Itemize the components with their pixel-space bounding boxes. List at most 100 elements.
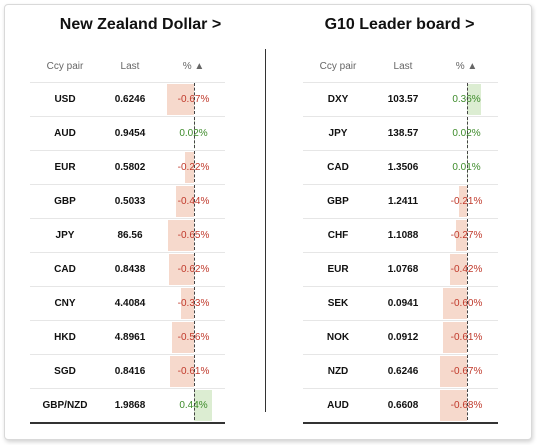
pct-change-value: 0.36% <box>452 94 481 105</box>
zero-line <box>194 117 195 148</box>
pct-change-value: -0.56% <box>177 332 210 343</box>
pct-change-value: -0.67% <box>450 366 483 377</box>
table-row[interactable]: DXY 103.57 0.36% <box>303 82 498 116</box>
pct-change-bar <box>168 220 194 251</box>
table-row[interactable]: GBP 1.2411 -0.21% <box>303 184 498 218</box>
pct-change-bar <box>456 220 467 251</box>
currency-pair: AUD <box>54 128 76 139</box>
currency-pair: AUD <box>327 400 349 411</box>
table-row[interactable]: SEK 0.0941 -0.60% <box>303 286 498 320</box>
pct-change-bar <box>169 356 194 387</box>
zero-line <box>467 83 468 114</box>
pct-change-cell: 0.01% <box>435 151 498 184</box>
zero-line <box>467 219 468 250</box>
pct-change-value: 0.01% <box>452 162 481 173</box>
table-row[interactable]: AUD 0.6608 -0.68% <box>303 388 498 424</box>
pct-change-bar <box>169 254 194 285</box>
last-price: 1.3506 <box>387 162 419 173</box>
g10-panel-title-link[interactable]: G10 Leader board > <box>324 16 475 33</box>
zero-line <box>194 287 195 318</box>
pct-change-value: -0.33% <box>177 298 210 309</box>
column-header-last[interactable]: Last <box>120 61 140 72</box>
currency-card: New Zealand Dollar > Ccy pair Last % ▲ U… <box>4 4 532 440</box>
pct-change-value: 0.44% <box>179 400 208 411</box>
pct-change-value: 0.02% <box>179 128 208 139</box>
panel-divider <box>265 49 266 412</box>
currency-pair: GBP <box>54 196 76 207</box>
nzd-panel-title-link[interactable]: New Zealand Dollar > <box>59 16 222 33</box>
zero-line <box>467 185 468 216</box>
pct-change-value: -0.61% <box>177 366 210 377</box>
pct-change-bar <box>442 322 467 353</box>
pct-change-value: -0.42% <box>450 264 483 275</box>
currency-pair: CAD <box>54 264 76 275</box>
column-header-pair[interactable]: Ccy pair <box>46 61 84 72</box>
pct-change-cell: 0.02% <box>435 117 498 150</box>
column-header-pct-sort[interactable]: % ▲ <box>455 61 478 72</box>
table-row[interactable]: CNY 4.4084 -0.33% <box>30 286 225 320</box>
column-header-pair[interactable]: Ccy pair <box>319 61 357 72</box>
table-row[interactable]: JPY 138.57 0.02% <box>303 116 498 150</box>
last-price: 4.8961 <box>114 332 146 343</box>
pct-change-cell: -0.65% <box>162 219 225 252</box>
last-price: 0.6246 <box>114 94 146 105</box>
last-price: 0.5802 <box>114 162 146 173</box>
currency-pair: NZD <box>327 366 349 377</box>
last-price: 4.4084 <box>114 298 146 309</box>
pct-change-value: -0.22% <box>177 162 210 173</box>
zero-line <box>467 151 468 182</box>
pct-change-cell: 0.36% <box>435 83 498 116</box>
pct-change-cell: -0.67% <box>162 83 225 116</box>
column-header-last[interactable]: Last <box>393 61 413 72</box>
table-row[interactable]: CHF 1.1088 -0.27% <box>303 218 498 252</box>
pct-change-cell: -0.22% <box>162 151 225 184</box>
table-row[interactable]: CAD 0.8438 -0.62% <box>30 252 225 286</box>
last-price: 103.57 <box>387 94 419 105</box>
currency-pair: SGD <box>54 366 76 377</box>
last-price: 0.5033 <box>114 196 146 207</box>
table-row[interactable]: USD 0.6246 -0.67% <box>30 82 225 116</box>
pct-change-value: -0.60% <box>450 298 483 309</box>
g10-table: DXY 103.57 0.36% JPY 138.57 0.02% CAD 1.3506 0.0… <box>303 82 498 424</box>
pct-change-cell: 0.02% <box>162 117 225 150</box>
pct-change-bar <box>185 152 194 183</box>
zero-line <box>467 355 468 386</box>
pct-change-cell: -0.33% <box>162 287 225 320</box>
pct-change-bar <box>443 288 467 319</box>
currency-pair: JPY <box>328 128 348 139</box>
pct-change-bar <box>176 186 194 217</box>
pct-change-cell: -0.62% <box>162 253 225 286</box>
zero-line <box>467 253 468 284</box>
pct-change-value: 0.02% <box>452 128 481 139</box>
table-row[interactable]: EUR 0.5802 -0.22% <box>30 150 225 184</box>
last-price: 0.9454 <box>114 128 146 139</box>
table-row[interactable]: AUD 0.9454 0.02% <box>30 116 225 150</box>
pct-change-value: -0.21% <box>450 196 483 207</box>
last-price: 1.0768 <box>387 264 419 275</box>
table-row[interactable]: NOK 0.0912 -0.61% <box>303 320 498 354</box>
table-row[interactable]: NZD 0.6246 -0.67% <box>303 354 498 388</box>
table-row[interactable]: SGD 0.8416 -0.61% <box>30 354 225 388</box>
currency-pair: GBP/NZD <box>42 400 88 411</box>
last-price: 0.6608 <box>387 400 419 411</box>
currency-pair: DXY <box>327 94 349 105</box>
pct-change-bar <box>467 84 482 115</box>
zero-line <box>194 151 195 182</box>
column-header-pct-sort[interactable]: % ▲ <box>182 61 205 72</box>
pct-change-cell: 0.44% <box>162 389 225 422</box>
pct-change-cell: -0.21% <box>435 185 498 218</box>
last-price: 0.8438 <box>114 264 146 275</box>
table-row[interactable]: CAD 1.3506 0.01% <box>303 150 498 184</box>
table-row[interactable]: GBP 0.5033 -0.44% <box>30 184 225 218</box>
table-row[interactable]: GBP/NZD 1.9868 0.44% <box>30 388 225 424</box>
table-row[interactable]: HKD 4.8961 -0.56% <box>30 320 225 354</box>
table-row[interactable]: JPY 86.56 -0.65% <box>30 218 225 252</box>
zero-line <box>194 185 195 216</box>
last-price: 0.0912 <box>387 332 419 343</box>
pct-change-bar <box>171 322 194 353</box>
pct-change-value: -0.67% <box>177 94 210 105</box>
table-row[interactable]: EUR 1.0768 -0.42% <box>303 252 498 286</box>
currency-pair: NOK <box>326 332 350 343</box>
pct-change-bar <box>439 390 467 421</box>
last-price: 0.0941 <box>387 298 419 309</box>
